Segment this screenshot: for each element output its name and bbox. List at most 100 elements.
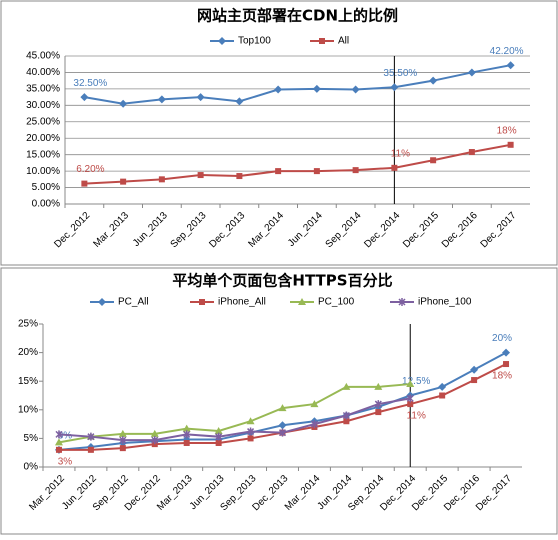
legend-marker (199, 299, 205, 305)
data-point (374, 400, 382, 409)
data-point (119, 445, 126, 452)
series-line (58, 397, 411, 442)
data-point (439, 392, 446, 399)
y-tick-label: 5% (24, 433, 39, 444)
y-tick-label: 10% (18, 404, 38, 415)
data-point (342, 382, 351, 390)
y-tick-label: 10.00% (26, 166, 60, 177)
data-label: 20% (492, 333, 512, 344)
legend-label: iPhone_All (218, 297, 266, 308)
data-point (118, 429, 127, 437)
legend-marker (319, 38, 325, 44)
data-point (80, 93, 89, 102)
series-line (84, 64, 511, 105)
data-point (391, 164, 398, 171)
data-label: 35.50% (383, 68, 417, 79)
y-tick-label: 0% (24, 462, 39, 473)
data-point (215, 432, 223, 441)
data-point (183, 439, 190, 446)
x-tick-label: Sep_2013 (169, 210, 209, 250)
data-point (506, 61, 515, 70)
data-point (374, 382, 383, 390)
data-point (470, 365, 479, 374)
x-tick-label: Dec_2013 (207, 210, 247, 250)
data-point (183, 430, 191, 439)
y-tick-label: 35.00% (26, 84, 60, 95)
data-point (54, 438, 63, 446)
data-point (182, 424, 191, 432)
y-tick-label: 20.00% (26, 133, 60, 144)
data-point (430, 157, 437, 164)
x-tick-label: Jun_2013 (131, 210, 170, 249)
data-point (406, 380, 415, 388)
legend-label: Top100 (238, 36, 271, 47)
data-point (278, 404, 287, 412)
data-point (236, 173, 243, 180)
y-tick-label: 15.00% (26, 149, 60, 160)
series-line (58, 383, 411, 444)
panel (0, 0, 558, 266)
data-point (246, 417, 255, 425)
data-point (81, 180, 88, 187)
data-point (158, 176, 165, 183)
data-label: 6.20% (76, 164, 104, 175)
y-tick-label: 15% (18, 376, 38, 387)
x-tick-label: Mar_2013 (91, 210, 131, 250)
x-tick-label: Jun_2014 (286, 210, 325, 249)
x-tick-label: Dec_2016 (440, 210, 480, 250)
data-point (503, 361, 510, 368)
data-point (310, 400, 319, 408)
data-point (343, 418, 350, 425)
x-tick-label: Dec_2017 (479, 210, 519, 250)
y-tick-label: 25% (18, 319, 38, 330)
data-point (507, 141, 514, 148)
data-point (119, 99, 128, 108)
legend-label: iPhone_100 (418, 297, 472, 308)
data-point (438, 382, 447, 391)
data-point (468, 149, 475, 156)
data-point (406, 394, 414, 403)
data-point (151, 441, 158, 448)
data-point (351, 85, 360, 94)
data-point (502, 348, 511, 357)
data-point (247, 435, 254, 442)
data-point (352, 167, 359, 174)
data-point (275, 168, 282, 175)
y-tick-label: 45.00% (26, 51, 60, 62)
data-point (87, 432, 95, 441)
data-point (151, 436, 159, 445)
data-point (278, 421, 287, 430)
y-tick-label: 30.00% (26, 100, 60, 111)
data-label: 42.20% (490, 46, 524, 57)
x-tick-label: Mar_2014 (246, 210, 286, 250)
data-point (119, 436, 127, 445)
data-point (55, 446, 62, 453)
data-label: 18% (497, 125, 517, 136)
data-point (342, 411, 350, 420)
data-label: 11% (407, 411, 426, 422)
data-point (196, 93, 205, 102)
data-point (312, 84, 321, 93)
data-point (235, 97, 244, 106)
y-tick-label: 0.00% (32, 199, 60, 210)
data-point (310, 420, 318, 429)
y-tick-label: 25.00% (26, 116, 60, 127)
data-point (313, 168, 320, 175)
data-point (429, 76, 438, 85)
legend-label: PC_100 (318, 297, 355, 308)
data-point (120, 178, 127, 185)
data-label: 12.5% (402, 376, 430, 387)
data-label: 32.50% (73, 78, 107, 89)
legend-marker (398, 298, 406, 306)
legend-marker (218, 37, 226, 45)
legend-marker (98, 298, 106, 306)
data-point (87, 446, 94, 453)
y-tick-label: 5.00% (32, 182, 60, 193)
data-point (214, 426, 223, 434)
data-point (407, 401, 414, 408)
data-point (375, 409, 382, 416)
data-label: 3% (58, 430, 73, 441)
y-tick-label: 20% (18, 347, 38, 358)
y-tick-label: 40.00% (26, 67, 60, 78)
